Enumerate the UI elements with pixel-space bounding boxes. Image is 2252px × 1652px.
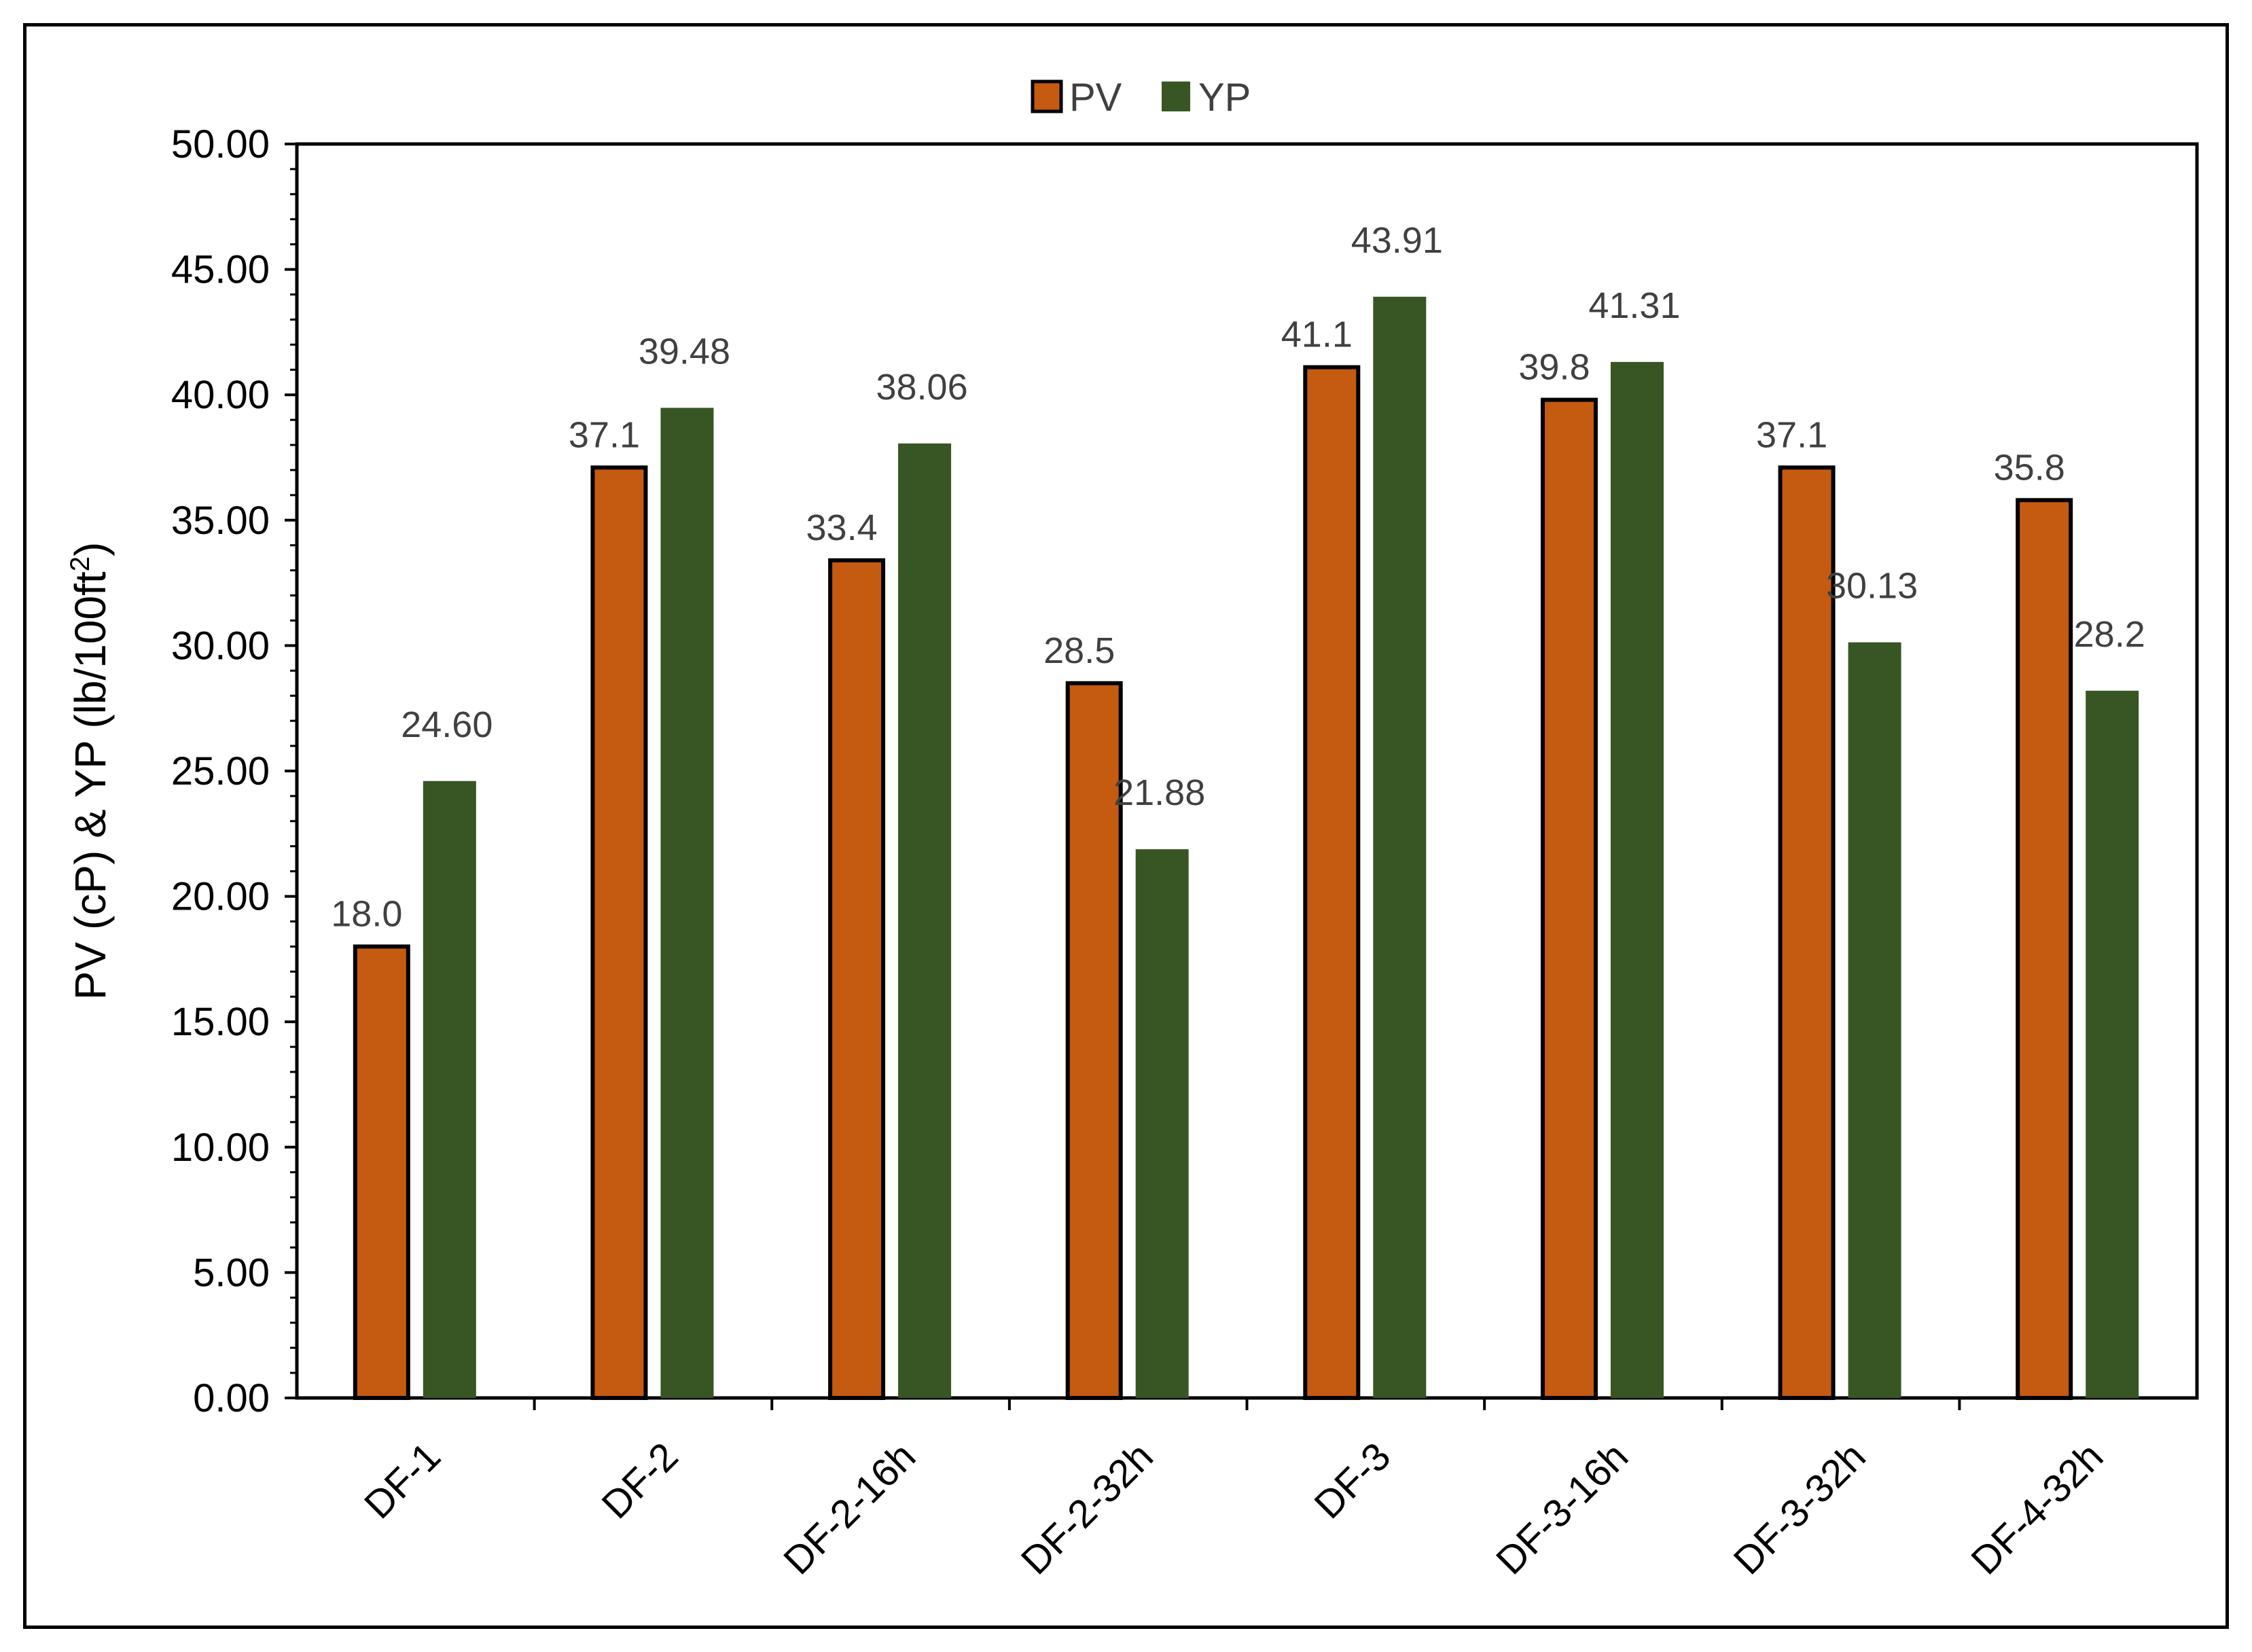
y-tick-label: 35.00 bbox=[171, 499, 270, 543]
data-label-yp: 24.60 bbox=[401, 704, 493, 745]
data-label-yp: 41.31 bbox=[1588, 285, 1680, 326]
data-label-pv: 33.4 bbox=[806, 507, 878, 548]
bar-pv bbox=[353, 944, 410, 1400]
y-tick-label: 50.00 bbox=[171, 122, 270, 166]
y-axis-title-main: PV (cP) & YP (lb/100ft bbox=[66, 571, 115, 1000]
bar-pv bbox=[1778, 465, 1836, 1401]
y-tick-label: 30.00 bbox=[171, 624, 270, 668]
legend-label-yp: YP bbox=[1198, 75, 1251, 120]
data-label-pv: 35.8 bbox=[1994, 447, 2065, 488]
x-tick-label: DF-4-32h bbox=[1963, 1434, 2111, 1583]
x-tick-label: DF-2-16h bbox=[775, 1434, 924, 1583]
bar-yp bbox=[1135, 849, 1189, 1398]
y-tick-label: 0.00 bbox=[193, 1376, 270, 1420]
bar-yp bbox=[423, 780, 476, 1398]
data-label-pv: 39.8 bbox=[1518, 347, 1590, 388]
bar-yp bbox=[1848, 642, 1901, 1399]
bar-pv bbox=[1303, 365, 1361, 1400]
y-tick-label: 25.00 bbox=[171, 749, 270, 793]
data-label-pv: 18.0 bbox=[331, 893, 402, 934]
x-tick-label: DF-3-32h bbox=[1726, 1434, 1874, 1583]
data-label-yp: 28.2 bbox=[2074, 614, 2145, 655]
bar-pv bbox=[1540, 397, 1598, 1400]
x-tick-label: DF-2 bbox=[594, 1434, 687, 1527]
data-label-pv: 41.1 bbox=[1281, 315, 1353, 355]
x-tick-label: DF-3-16h bbox=[1488, 1434, 1637, 1583]
bar-yp bbox=[898, 443, 952, 1398]
data-label-pv: 37.1 bbox=[569, 414, 640, 455]
legend-swatch-pv bbox=[1031, 79, 1063, 113]
y-tick-label: 45.00 bbox=[171, 248, 270, 292]
legend-label-pv: PV bbox=[1069, 75, 1122, 120]
bar-pv bbox=[1065, 681, 1123, 1400]
y-tick-label: 20.00 bbox=[171, 875, 270, 919]
y-tick-label: 5.00 bbox=[193, 1251, 270, 1295]
y-axis-title-tail: ) bbox=[66, 542, 115, 556]
y-tick-label: 40.00 bbox=[171, 373, 270, 417]
plot-border bbox=[295, 142, 2199, 1400]
bar-yp bbox=[1373, 296, 1427, 1399]
bar-pv bbox=[2016, 498, 2073, 1400]
bar-pv bbox=[828, 558, 886, 1401]
data-label-yp: 38.06 bbox=[876, 367, 967, 408]
plot-area: 0.00 5.00 10.00 15.00 20.00 25.00 30.00 35.00 40… bbox=[171, 122, 2199, 1583]
y-axis-title-superscript: 2 bbox=[65, 556, 95, 571]
y-tick-label: 10.00 bbox=[171, 1126, 270, 1170]
data-label-yp: 39.48 bbox=[639, 331, 730, 372]
y-tick-label: 15.00 bbox=[171, 1000, 270, 1044]
x-tick-label: DF-2-32h bbox=[1013, 1434, 1162, 1583]
data-label-pv: 37.1 bbox=[1756, 414, 1827, 455]
data-label-pv: 28.5 bbox=[1043, 630, 1115, 671]
bar-yp bbox=[1610, 361, 1664, 1399]
data-label-yp: 30.13 bbox=[1826, 566, 1918, 607]
x-tick-label: DF-3 bbox=[1306, 1434, 1399, 1527]
x-tick-label: DF-1 bbox=[356, 1434, 449, 1527]
data-label-yp: 21.88 bbox=[1113, 772, 1205, 813]
legend: PV YP bbox=[1031, 75, 1251, 120]
y-axis-title: PV (cP) & YP (lb/100ft2) bbox=[65, 542, 115, 1000]
bar-yp bbox=[2086, 690, 2139, 1399]
bar-pv bbox=[590, 465, 648, 1401]
data-label-yp: 43.91 bbox=[1351, 220, 1443, 261]
legend-swatch-yp bbox=[1162, 82, 1190, 111]
bar-yp bbox=[660, 408, 714, 1398]
